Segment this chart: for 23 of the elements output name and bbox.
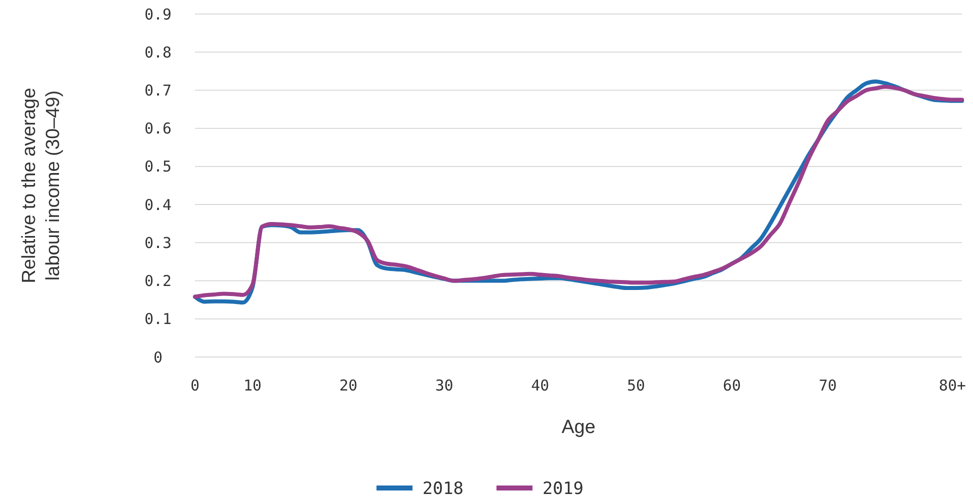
y-tick-label: 0.4 xyxy=(144,196,172,214)
legend-label: 2018 xyxy=(422,478,464,499)
y-tick-label: 0.5 xyxy=(144,158,172,176)
x-tick-label: 60 xyxy=(722,376,741,394)
y-tick-label: 0.3 xyxy=(144,234,172,252)
x-tick-label: 20 xyxy=(339,376,358,394)
legend-label: 2019 xyxy=(542,478,584,499)
x-tick-label: 10 xyxy=(243,376,262,394)
y-tick-label: 0.9 xyxy=(144,5,172,24)
x-tick-label: 30 xyxy=(435,376,454,394)
x-tick-label: 50 xyxy=(626,376,646,394)
x-axis-title: Age xyxy=(562,417,596,438)
y-tick-label: 0.7 xyxy=(144,81,172,100)
y-tick-label: 0 xyxy=(153,348,163,366)
x-tick-label: 70 xyxy=(818,376,837,394)
y-tick-label: 0.1 xyxy=(144,310,172,328)
y-axis-title: Relative to the average labour income (30–49) xyxy=(19,88,64,284)
y-tick-label: 0.8 xyxy=(144,43,172,62)
x-tick-label: 80+ xyxy=(938,376,966,394)
y-tick-label: 0.6 xyxy=(144,120,172,138)
x-tick-label: 40 xyxy=(531,376,550,394)
y-tick-label: 0.2 xyxy=(144,272,172,290)
x-tick-label: 0 xyxy=(190,376,200,394)
